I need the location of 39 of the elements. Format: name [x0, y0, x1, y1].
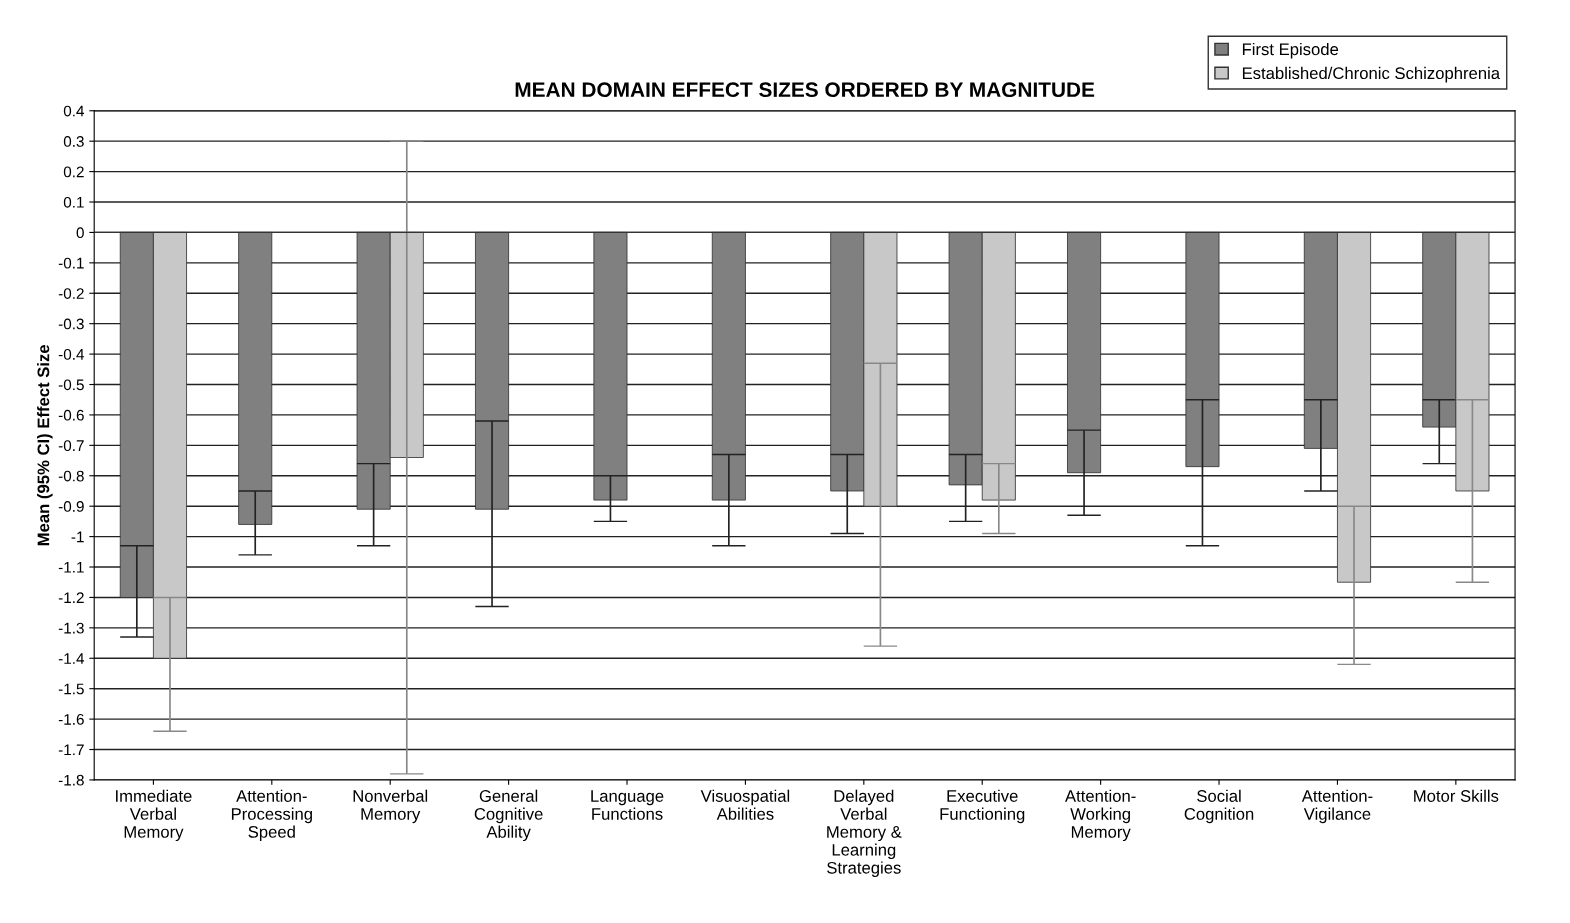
- x-tick-label: Immediate Verbal Memory: [116, 789, 192, 842]
- y-tick-label: -1.8: [58, 774, 84, 786]
- y-tick-label: -1: [71, 531, 84, 543]
- y-tick-label: -1.6: [58, 713, 84, 725]
- y-tick-label: -1.1: [58, 562, 84, 573]
- y-tick-label: 0.1: [63, 196, 84, 208]
- x-tick-label: Attention- Vigilance: [1301, 789, 1373, 824]
- x-tick-label: Attention- Working Memory: [1065, 789, 1136, 842]
- y-tick-label: -1.2: [58, 592, 84, 603]
- y-axis-title: Mean (95% CI) Effect Size: [37, 344, 53, 546]
- x-tick-label: Executive Functioning: [940, 789, 1025, 824]
- y-tick-label: 0.2: [63, 166, 84, 178]
- x-tick-label: Delayed Verbal Memory & Learning Strategies: [827, 789, 902, 877]
- x-tick-label: Motor Skills: [1414, 789, 1499, 802]
- y-tick-label: -0.8: [58, 470, 84, 482]
- y-tick-label: -0.6: [58, 409, 84, 421]
- x-tick-label: Social Cognition: [1184, 789, 1254, 824]
- legend-label: Established/Chronic Schizophrenia: [1242, 66, 1501, 83]
- y-tick-label: -0.1: [58, 257, 84, 269]
- y-tick-label: 0.3: [63, 136, 84, 147]
- y-tick-label: 0.4: [63, 105, 85, 117]
- chart-title: MEAN DOMAIN EFFECT SIZES ORDERED BY MAGNITUDE: [515, 82, 1095, 98]
- y-tick-label: -1.3: [58, 622, 84, 634]
- x-tick-label: Language Functions: [591, 790, 664, 820]
- x-tick-label: General Cognitive Ability: [474, 789, 543, 842]
- x-tick-label: Nonverbal Memory: [353, 789, 428, 824]
- y-tick-label: -1.7: [58, 744, 84, 756]
- x-tick-label: Visuospatial Abilities: [700, 789, 790, 820]
- x-tick-label: Attention- Processing Speed: [231, 789, 312, 842]
- y-tick-label: -0.3: [58, 318, 84, 330]
- y-tick-label: 0: [76, 227, 84, 239]
- y-tick-label: -1.5: [58, 683, 84, 695]
- y-tick-label: -0.2: [58, 288, 84, 299]
- y-tick-label: -0.5: [58, 379, 84, 391]
- y-tick-label: -0.9: [58, 501, 84, 512]
- y-tick-label: -0.7: [58, 440, 84, 452]
- y-tick-label: -1.4: [58, 653, 85, 664]
- legend-label: First Episode: [1242, 42, 1339, 59]
- y-tick-label: -0.4: [58, 348, 85, 360]
